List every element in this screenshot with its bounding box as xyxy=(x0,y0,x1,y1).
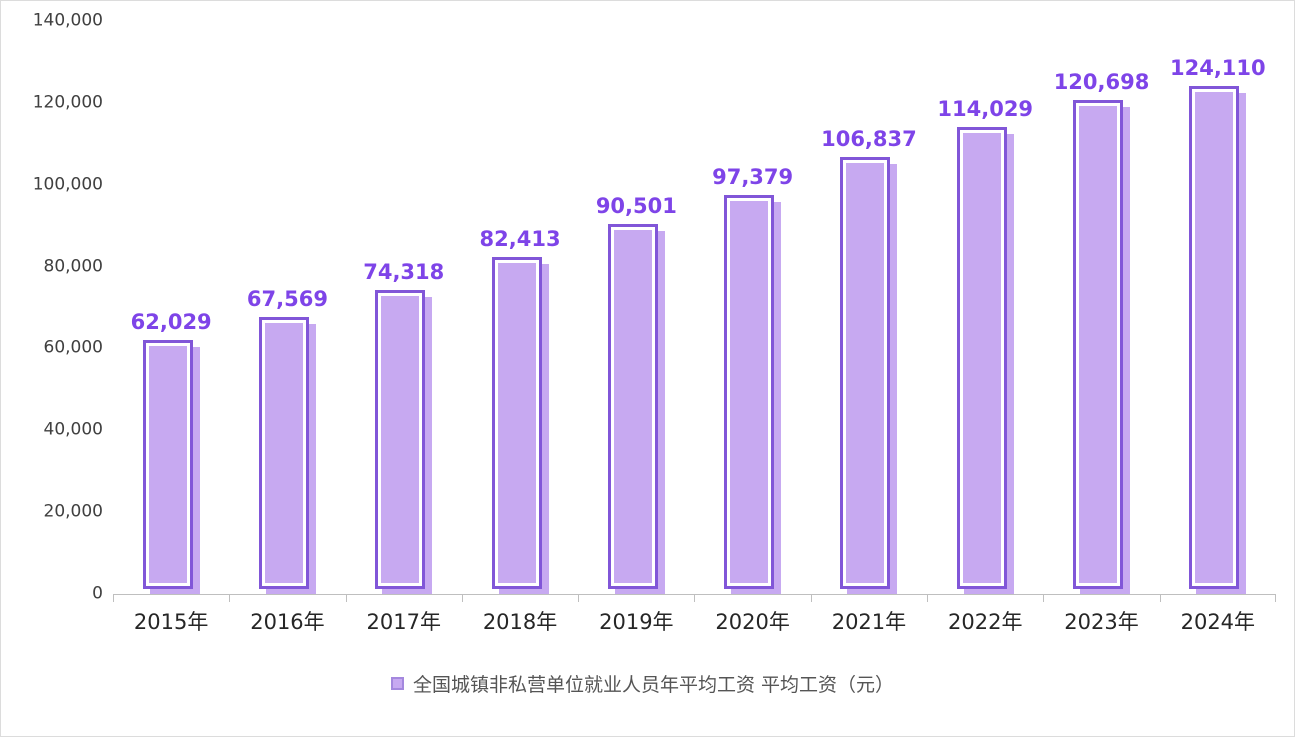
bar-column: 114,029 xyxy=(927,21,1043,594)
bar-outline xyxy=(724,195,775,589)
bar-outline xyxy=(956,127,1007,589)
bar-outline xyxy=(1189,86,1240,589)
chart-body: 0 20,000 40,000 60,000 80,000 100,000 120,000 1… xyxy=(9,12,1276,602)
bar-value-label: 114,029 xyxy=(937,97,1034,121)
plot-area: 62,029 67,569 74,318 82,413 90,501 97,379 106,… xyxy=(113,21,1276,595)
bar-column: 62,029 xyxy=(113,21,229,594)
bar-column: 120,698 xyxy=(1043,21,1159,594)
legend-label: 全国城镇非私营单位就业人员年平均工资 平均工资（元） xyxy=(412,674,895,696)
bar-outline xyxy=(258,317,309,589)
bar-inner-fill xyxy=(497,263,536,583)
x-axis-label: 2018年 xyxy=(461,595,578,636)
bar-inner-fill xyxy=(1079,106,1118,583)
bar-value-label: 97,379 xyxy=(712,165,794,189)
bar-inner-fill xyxy=(730,201,769,583)
y-tick-label: 40,000 xyxy=(43,419,103,440)
x-axis-label: 2015年 xyxy=(113,595,229,636)
bar-outline xyxy=(840,157,891,589)
bar-column: 82,413 xyxy=(462,21,578,594)
bar-column: 97,379 xyxy=(694,21,810,594)
bar[interactable] xyxy=(375,290,433,594)
x-axis-label: 2017年 xyxy=(345,595,462,636)
bar[interactable] xyxy=(607,224,665,594)
bar[interactable] xyxy=(956,127,1014,594)
bar[interactable] xyxy=(491,257,549,594)
x-axis-label: 2024年 xyxy=(1159,595,1276,636)
bar-value-label: 120,698 xyxy=(1053,70,1150,94)
bar-inner-fill xyxy=(264,323,303,583)
bar-value-label: 82,413 xyxy=(479,227,561,251)
bar[interactable] xyxy=(1189,86,1247,594)
x-axis-label: 2020年 xyxy=(694,595,810,636)
bar[interactable] xyxy=(258,317,316,594)
bar-value-label: 62,029 xyxy=(130,310,212,334)
x-axis-label: 2019年 xyxy=(578,595,694,636)
bar-outline xyxy=(142,340,193,589)
bar-outline xyxy=(607,224,658,589)
average-wage-bar-chart: 0 20,000 40,000 60,000 80,000 100,000 120,000 1… xyxy=(9,12,1276,697)
bar-inner-fill xyxy=(148,346,187,583)
bar-value-label: 67,569 xyxy=(246,287,328,311)
bar-value-label: 90,501 xyxy=(595,194,677,218)
bar-value-label: 74,318 xyxy=(363,260,445,284)
bar-inner-fill xyxy=(846,163,885,583)
bar[interactable] xyxy=(1073,100,1131,594)
y-tick-label: 20,000 xyxy=(43,501,103,522)
bar-outline xyxy=(491,257,542,589)
x-axis-label: 2016年 xyxy=(229,595,345,636)
bar-column: 67,569 xyxy=(229,21,345,594)
bar-column: 74,318 xyxy=(346,21,462,594)
bar-inner-fill xyxy=(613,230,652,583)
x-axis: 2015年 2016年 2017年 2018年 2019年 2020年 2021年 2022年… xyxy=(113,595,1276,636)
x-axis-label: 2021年 xyxy=(810,595,927,636)
bar-column: 106,837 xyxy=(811,21,927,594)
bar-inner-fill xyxy=(962,133,1001,583)
y-tick-label: 80,000 xyxy=(43,256,103,277)
y-tick-label: 100,000 xyxy=(32,174,103,195)
y-tick-label: 60,000 xyxy=(43,337,103,358)
y-tick-label: 140,000 xyxy=(32,10,103,31)
bar-value-label: 124,110 xyxy=(1169,56,1266,80)
bar-column: 124,110 xyxy=(1160,21,1276,594)
x-axis-label: 2023年 xyxy=(1043,595,1159,636)
x-axis-label: 2022年 xyxy=(927,595,1043,636)
bar-outline xyxy=(1073,100,1124,589)
bar-column: 90,501 xyxy=(578,21,694,594)
y-tick-label: 0 xyxy=(92,583,103,604)
legend: 全国城镇非私营单位就业人员年平均工资 平均工资（元） xyxy=(9,670,1276,697)
y-tick-label: 120,000 xyxy=(32,92,103,113)
bar-outline xyxy=(375,290,426,589)
bar[interactable] xyxy=(142,340,200,594)
bar-inner-fill xyxy=(1195,92,1234,583)
legend-swatch-icon xyxy=(390,677,404,690)
bar[interactable] xyxy=(724,195,782,594)
bar[interactable] xyxy=(840,157,898,594)
bar-inner-fill xyxy=(381,296,420,583)
bar-value-label: 106,837 xyxy=(821,127,917,151)
y-axis: 0 20,000 40,000 60,000 80,000 100,000 120,000 1… xyxy=(9,12,113,602)
